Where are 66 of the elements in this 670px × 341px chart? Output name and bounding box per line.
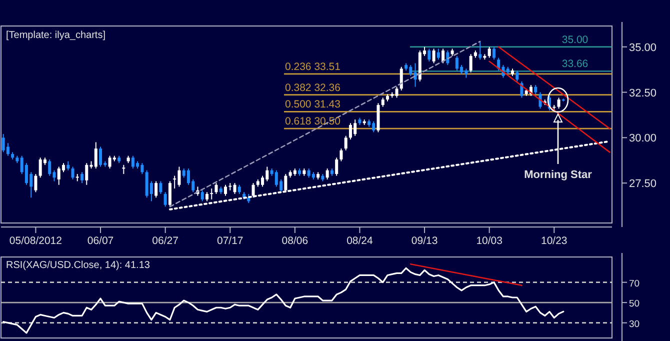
candlestick — [159, 180, 162, 194]
x-tick-label: 10/23 — [541, 235, 568, 247]
candlestick — [446, 50, 450, 66]
candlestick — [154, 180, 158, 198]
annotation: Morning Star — [524, 169, 593, 181]
candlestick — [66, 160, 70, 171]
candlestick — [238, 184, 241, 194]
candlestick — [99, 146, 102, 168]
candlestick — [488, 46, 491, 58]
y-tick-label: 30.00 — [629, 132, 657, 145]
y-tick-label: 50 — [629, 298, 640, 310]
candlestick — [94, 142, 98, 170]
candlestick — [80, 172, 84, 184]
candlestick — [284, 173, 288, 193]
x-tick-label: 10/03 — [476, 235, 503, 247]
chart-title: RSI(XAG/USD.Close, 14): 41.13 — [6, 260, 150, 271]
candlestick — [469, 54, 472, 73]
candlestick — [71, 166, 74, 180]
candlestick — [335, 157, 338, 176]
ref-line-label: 0.500 31.43 — [285, 98, 341, 111]
candlestick — [34, 173, 38, 193]
annotation: [Template: ilya_charts] — [6, 30, 106, 41]
ref-line-label: 0.236 33.51 — [285, 60, 341, 73]
candlestick — [516, 70, 519, 82]
x-tick-label: 08/06 — [282, 235, 308, 247]
candlestick — [210, 188, 214, 200]
candlestick — [478, 40, 482, 60]
ref-line-label: 35.00 — [562, 34, 588, 46]
x-tick-label: 05/08/2012 — [9, 235, 62, 247]
candlestick — [48, 158, 52, 176]
candlestick — [538, 92, 542, 110]
candlestick — [436, 48, 440, 60]
candlestick — [214, 182, 218, 194]
candlestick — [164, 192, 167, 208]
candlestick — [534, 84, 538, 95]
x-tick-label: 09/13 — [411, 235, 438, 247]
candlestick — [252, 182, 255, 198]
candlestick — [428, 48, 431, 62]
candlestick — [122, 164, 126, 174]
candlestick — [85, 162, 88, 186]
candlestick — [442, 48, 445, 64]
candlestick — [395, 86, 398, 98]
y-tick-label: 32.50 — [629, 87, 657, 100]
ref-line-label: 0.382 32.36 — [285, 82, 341, 94]
y-tick-label: 27.50 — [629, 178, 657, 190]
candlestick — [340, 148, 343, 162]
candlestick — [432, 48, 436, 64]
ref-line-label: 33.66 — [562, 58, 588, 70]
candlestick — [168, 180, 172, 208]
candlestick — [557, 97, 560, 110]
x-tick-label: 06/27 — [152, 235, 179, 247]
candlestick — [492, 46, 496, 60]
candlestick — [200, 190, 204, 202]
candlestick — [326, 168, 329, 180]
x-tick-label: 06/07 — [87, 235, 114, 247]
y-tick-label: 70 — [629, 278, 640, 290]
candlestick — [400, 66, 403, 91]
candlestick — [414, 62, 417, 88]
x-tick-label: 07/17 — [216, 235, 244, 247]
candlestick — [205, 192, 208, 202]
y-tick-label: 35.00 — [629, 42, 657, 54]
y-tick-label: 30 — [629, 318, 640, 330]
candlestick — [344, 135, 348, 151]
candlestick — [381, 97, 384, 108]
x-tick-label: 08/24 — [346, 235, 374, 247]
candlestick — [520, 80, 524, 98]
